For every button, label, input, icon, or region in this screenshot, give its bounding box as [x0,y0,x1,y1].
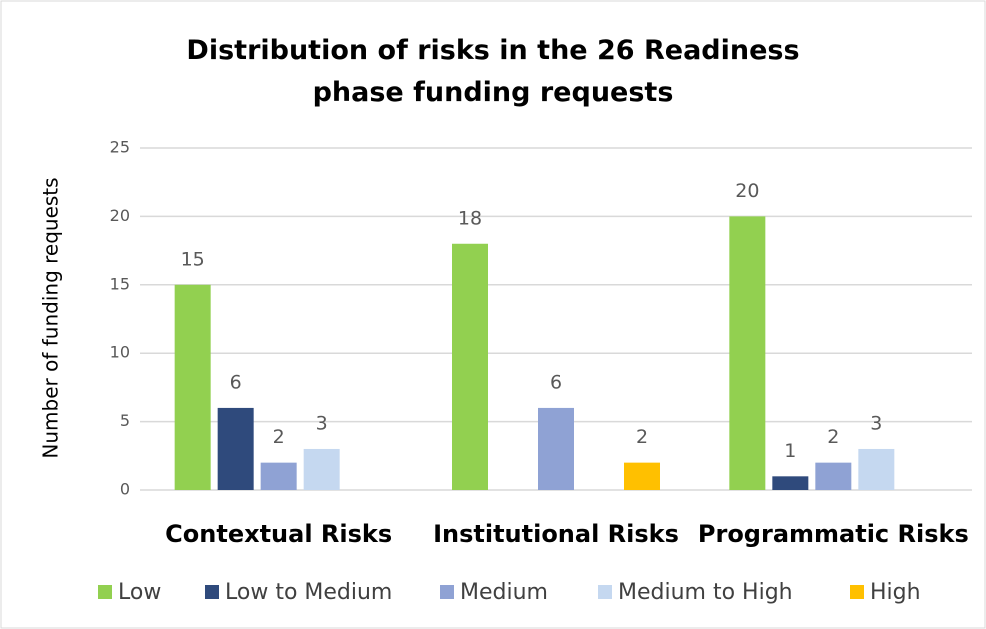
bar [815,462,852,490]
bar [217,407,254,490]
y-axis-label: Number of funding requests [39,177,63,458]
x-tick-label: Contextual Risks [165,520,392,548]
chart-title: Distribution of risks in the 26 Readines… [186,35,800,108]
data-label: 1 [784,440,796,462]
data-label: 15 [181,248,205,270]
legend-swatch [850,585,864,599]
y-tick-label: 0 [120,480,130,499]
legend-label: Low [118,580,161,605]
bar [174,284,211,490]
legend-label: Medium [460,580,548,605]
legend-label: High [870,580,921,605]
bar [772,476,809,490]
bar [452,243,488,490]
bar [538,407,574,490]
legend-swatch [98,585,112,599]
legend-swatch [440,585,454,599]
data-label: 2 [827,426,839,448]
x-tick-label: Institutional Risks [433,520,679,548]
legend-swatch [598,585,612,599]
data-label: 2 [636,426,648,448]
data-label: 2 [273,426,285,448]
data-label: 3 [870,412,882,434]
data-label: 6 [550,371,562,393]
legend-swatch [205,585,219,599]
bar [858,448,895,490]
y-tick-label: 25 [110,138,130,157]
bar [624,462,660,490]
y-tick-label: 15 [110,274,130,293]
y-tick-label: 5 [120,411,130,430]
legend-label: Low to Medium [225,580,392,605]
x-tick-label: Programmatic Risks [698,520,969,548]
y-tick-label: 10 [110,343,130,362]
bar [729,216,766,490]
data-label: 6 [230,371,242,393]
data-label: 3 [316,412,328,434]
y-tick-label: 20 [110,206,130,225]
data-label: 18 [458,207,482,229]
bar [303,448,340,490]
bar [260,462,297,490]
legend-label: Medium to High [618,580,793,605]
data-label: 20 [735,180,759,202]
